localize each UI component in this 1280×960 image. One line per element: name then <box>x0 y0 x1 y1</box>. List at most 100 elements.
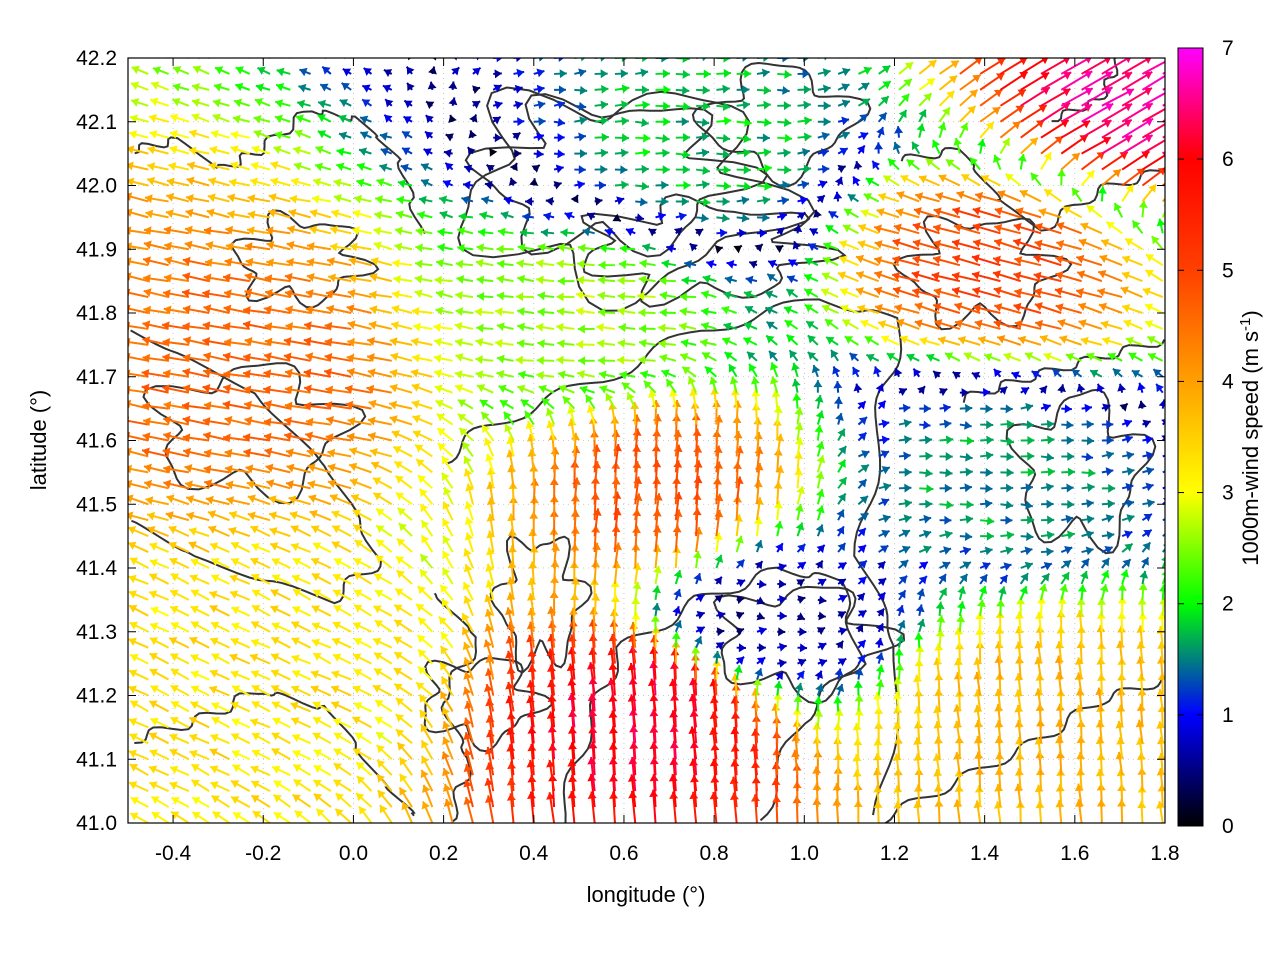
wind-vector-head <box>418 617 427 626</box>
wind-vector-head <box>376 774 385 783</box>
wind-vector-head <box>775 543 783 552</box>
wind-vector <box>332 718 352 729</box>
wind-vector-head <box>170 605 179 614</box>
wind-vector-head <box>251 573 260 582</box>
wind-vector-head <box>229 653 238 662</box>
wind-vector <box>736 595 745 605</box>
wind-vector <box>148 732 170 745</box>
wind-vector-head <box>832 783 842 791</box>
wind-vector <box>190 621 210 633</box>
wind-vector <box>1136 703 1146 728</box>
wind-vector <box>250 620 271 633</box>
wind-vector-head <box>1142 542 1151 551</box>
wind-vector <box>168 541 190 553</box>
wind-vector-head <box>102 353 110 362</box>
wind-vector-head <box>735 627 744 636</box>
wind-vector <box>270 653 291 665</box>
wind-vector <box>420 534 434 553</box>
wind-vector <box>939 561 951 570</box>
wind-vector-head <box>778 642 787 652</box>
wind-vector-head <box>356 762 365 771</box>
wind-vector-head <box>273 780 283 789</box>
wind-vector <box>442 767 454 792</box>
wind-vector-head <box>168 525 178 534</box>
wind-vector <box>209 765 230 777</box>
wind-vector-head <box>354 589 363 598</box>
wind-vector <box>1140 556 1150 569</box>
wind-vector-head <box>292 794 301 803</box>
wind-vector <box>230 670 251 681</box>
wind-vector-head <box>982 562 991 571</box>
wind-vector-head <box>191 685 200 694</box>
wind-vector-head <box>251 684 261 693</box>
wind-vector <box>857 576 868 585</box>
wind-vector-head <box>733 665 743 673</box>
wind-vector-head <box>250 653 259 662</box>
wind-vector-head <box>375 555 384 564</box>
wind-vector <box>1101 545 1114 555</box>
wind-vector-head <box>332 637 341 646</box>
wind-vector-shaft <box>1161 547 1165 553</box>
wind-vector <box>775 671 784 681</box>
wind-vector <box>936 615 946 632</box>
wind-vector <box>857 639 867 649</box>
wind-vector-shaft <box>128 391 129 393</box>
wind-vector <box>331 541 352 553</box>
wind-vector-head <box>211 558 220 567</box>
wind-vector <box>463 595 474 617</box>
wind-vector-shaft <box>128 550 129 553</box>
wind-vector <box>736 578 746 588</box>
wind-vector-head <box>1104 545 1113 555</box>
wind-vector <box>979 546 993 556</box>
wind-vector-head <box>313 716 322 725</box>
wind-vector-head <box>420 554 429 563</box>
wind-vector-head <box>419 694 428 703</box>
wind-vector-head <box>293 589 302 597</box>
wind-vector-head <box>395 588 404 597</box>
wind-vector <box>231 718 251 729</box>
wind-vector-head <box>270 605 279 614</box>
wind-vector <box>272 717 291 729</box>
wind-vector-head <box>997 586 1007 595</box>
wind-vector <box>796 612 806 621</box>
wind-vector-head <box>752 678 762 686</box>
wind-vector-head <box>416 604 425 612</box>
wind-vector-head <box>898 575 908 584</box>
wind-vector-head <box>837 611 846 619</box>
wind-vector <box>695 594 705 603</box>
wind-vector-head <box>691 646 701 654</box>
wind-vector <box>415 681 433 697</box>
wind-vector-head <box>442 783 452 793</box>
wind-vector <box>837 561 848 571</box>
wind-vector <box>330 701 352 713</box>
wind-vector-head <box>442 567 451 577</box>
wind-vector-head <box>1061 572 1070 581</box>
wind-vector-head <box>417 635 426 644</box>
wind-vector-head <box>815 683 824 692</box>
wind-vector <box>398 756 413 776</box>
wind-vector-head <box>356 793 365 802</box>
wind-vector <box>148 781 169 793</box>
wind-vector-head <box>104 479 112 488</box>
wind-vector <box>312 542 332 553</box>
wind-vector <box>797 627 807 637</box>
wind-vector <box>148 700 170 713</box>
wind-vector-head <box>462 582 471 591</box>
wind-vector-head <box>231 541 240 550</box>
wind-vector <box>1121 542 1134 553</box>
wind-vector-head <box>1081 558 1089 567</box>
wind-vector <box>232 764 251 777</box>
wind-vector-head <box>854 667 864 676</box>
wind-vector-head <box>353 748 362 757</box>
wind-vector <box>461 612 474 633</box>
wind-vector <box>211 653 230 665</box>
wind-vector <box>251 573 271 585</box>
wind-vector <box>834 708 844 728</box>
wind-vector <box>250 765 271 777</box>
wind-vector-head <box>441 598 450 608</box>
wind-vector <box>857 609 867 619</box>
wind-vector <box>959 546 972 556</box>
wind-vector <box>442 783 454 808</box>
wind-vector-head <box>294 810 304 819</box>
wind-vector <box>1019 585 1028 601</box>
